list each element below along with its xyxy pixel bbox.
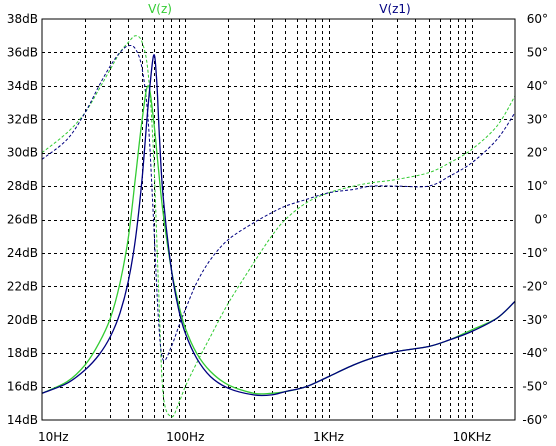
y-right-tick-label: -20° xyxy=(522,279,548,293)
magnitude-curve-series-2 xyxy=(41,54,516,397)
magnitude-curve-series-1 xyxy=(41,85,516,395)
y-right-tick-label: 0° xyxy=(534,213,548,227)
x-tick-label: 1KHz xyxy=(313,430,344,444)
x-tick-label: 100Hz xyxy=(166,430,204,444)
legend-series-2: V(z1) xyxy=(379,2,411,16)
y-right-tick-label: -60° xyxy=(522,413,548,427)
phase-curve-series-2 xyxy=(41,44,516,362)
plot-frame xyxy=(41,18,516,421)
y-right-tick-label: 60° xyxy=(527,12,548,26)
y-right-tick-label: -30° xyxy=(522,313,548,327)
y-left-tick-label: 16dB xyxy=(7,380,38,394)
y-left-tick-label: 28dB xyxy=(7,179,38,193)
data-curves xyxy=(41,35,516,418)
y-right-tick-label: 10° xyxy=(527,179,548,193)
y-left-tick-label: 34dB xyxy=(7,79,38,93)
x-tick-label: 10KHz xyxy=(453,430,491,444)
grid-lines xyxy=(42,19,515,420)
phase-curve-series-1 xyxy=(41,35,516,418)
y-left-tick-label: 32dB xyxy=(7,112,38,126)
y-left-tick-label: 30dB xyxy=(7,146,38,160)
y-left-tick-label: 24dB xyxy=(7,246,38,260)
y-left-tick-label: 20dB xyxy=(7,313,38,327)
y-left-tick-label: 18dB xyxy=(7,346,38,360)
y-left-tick-label: 26dB xyxy=(7,213,38,227)
y-right-tick-label: 20° xyxy=(527,146,548,160)
y-left-tick-label: 36dB xyxy=(7,45,38,59)
y-left-tick-label: 22dB xyxy=(7,279,38,293)
y-left-tick-label: 38dB xyxy=(7,12,38,26)
x-tick-label: 10Hz xyxy=(38,430,69,444)
y-right-tick-label: -40° xyxy=(522,346,548,360)
tick-labels: 14dB 16dB 18dB 20dB 22dB 24dB 26dB 28dB 30dB 32dB… xyxy=(7,12,548,444)
y-right-tick-label: 40° xyxy=(527,79,548,93)
y-right-tick-label: -50° xyxy=(522,380,548,394)
y-right-tick-label: 30° xyxy=(527,112,548,126)
y-right-tick-label: 50° xyxy=(527,45,548,59)
legend-series-1: V(z) xyxy=(148,2,172,16)
y-left-tick-label: 14dB xyxy=(7,413,38,427)
y-right-tick-label: -10° xyxy=(522,246,548,260)
